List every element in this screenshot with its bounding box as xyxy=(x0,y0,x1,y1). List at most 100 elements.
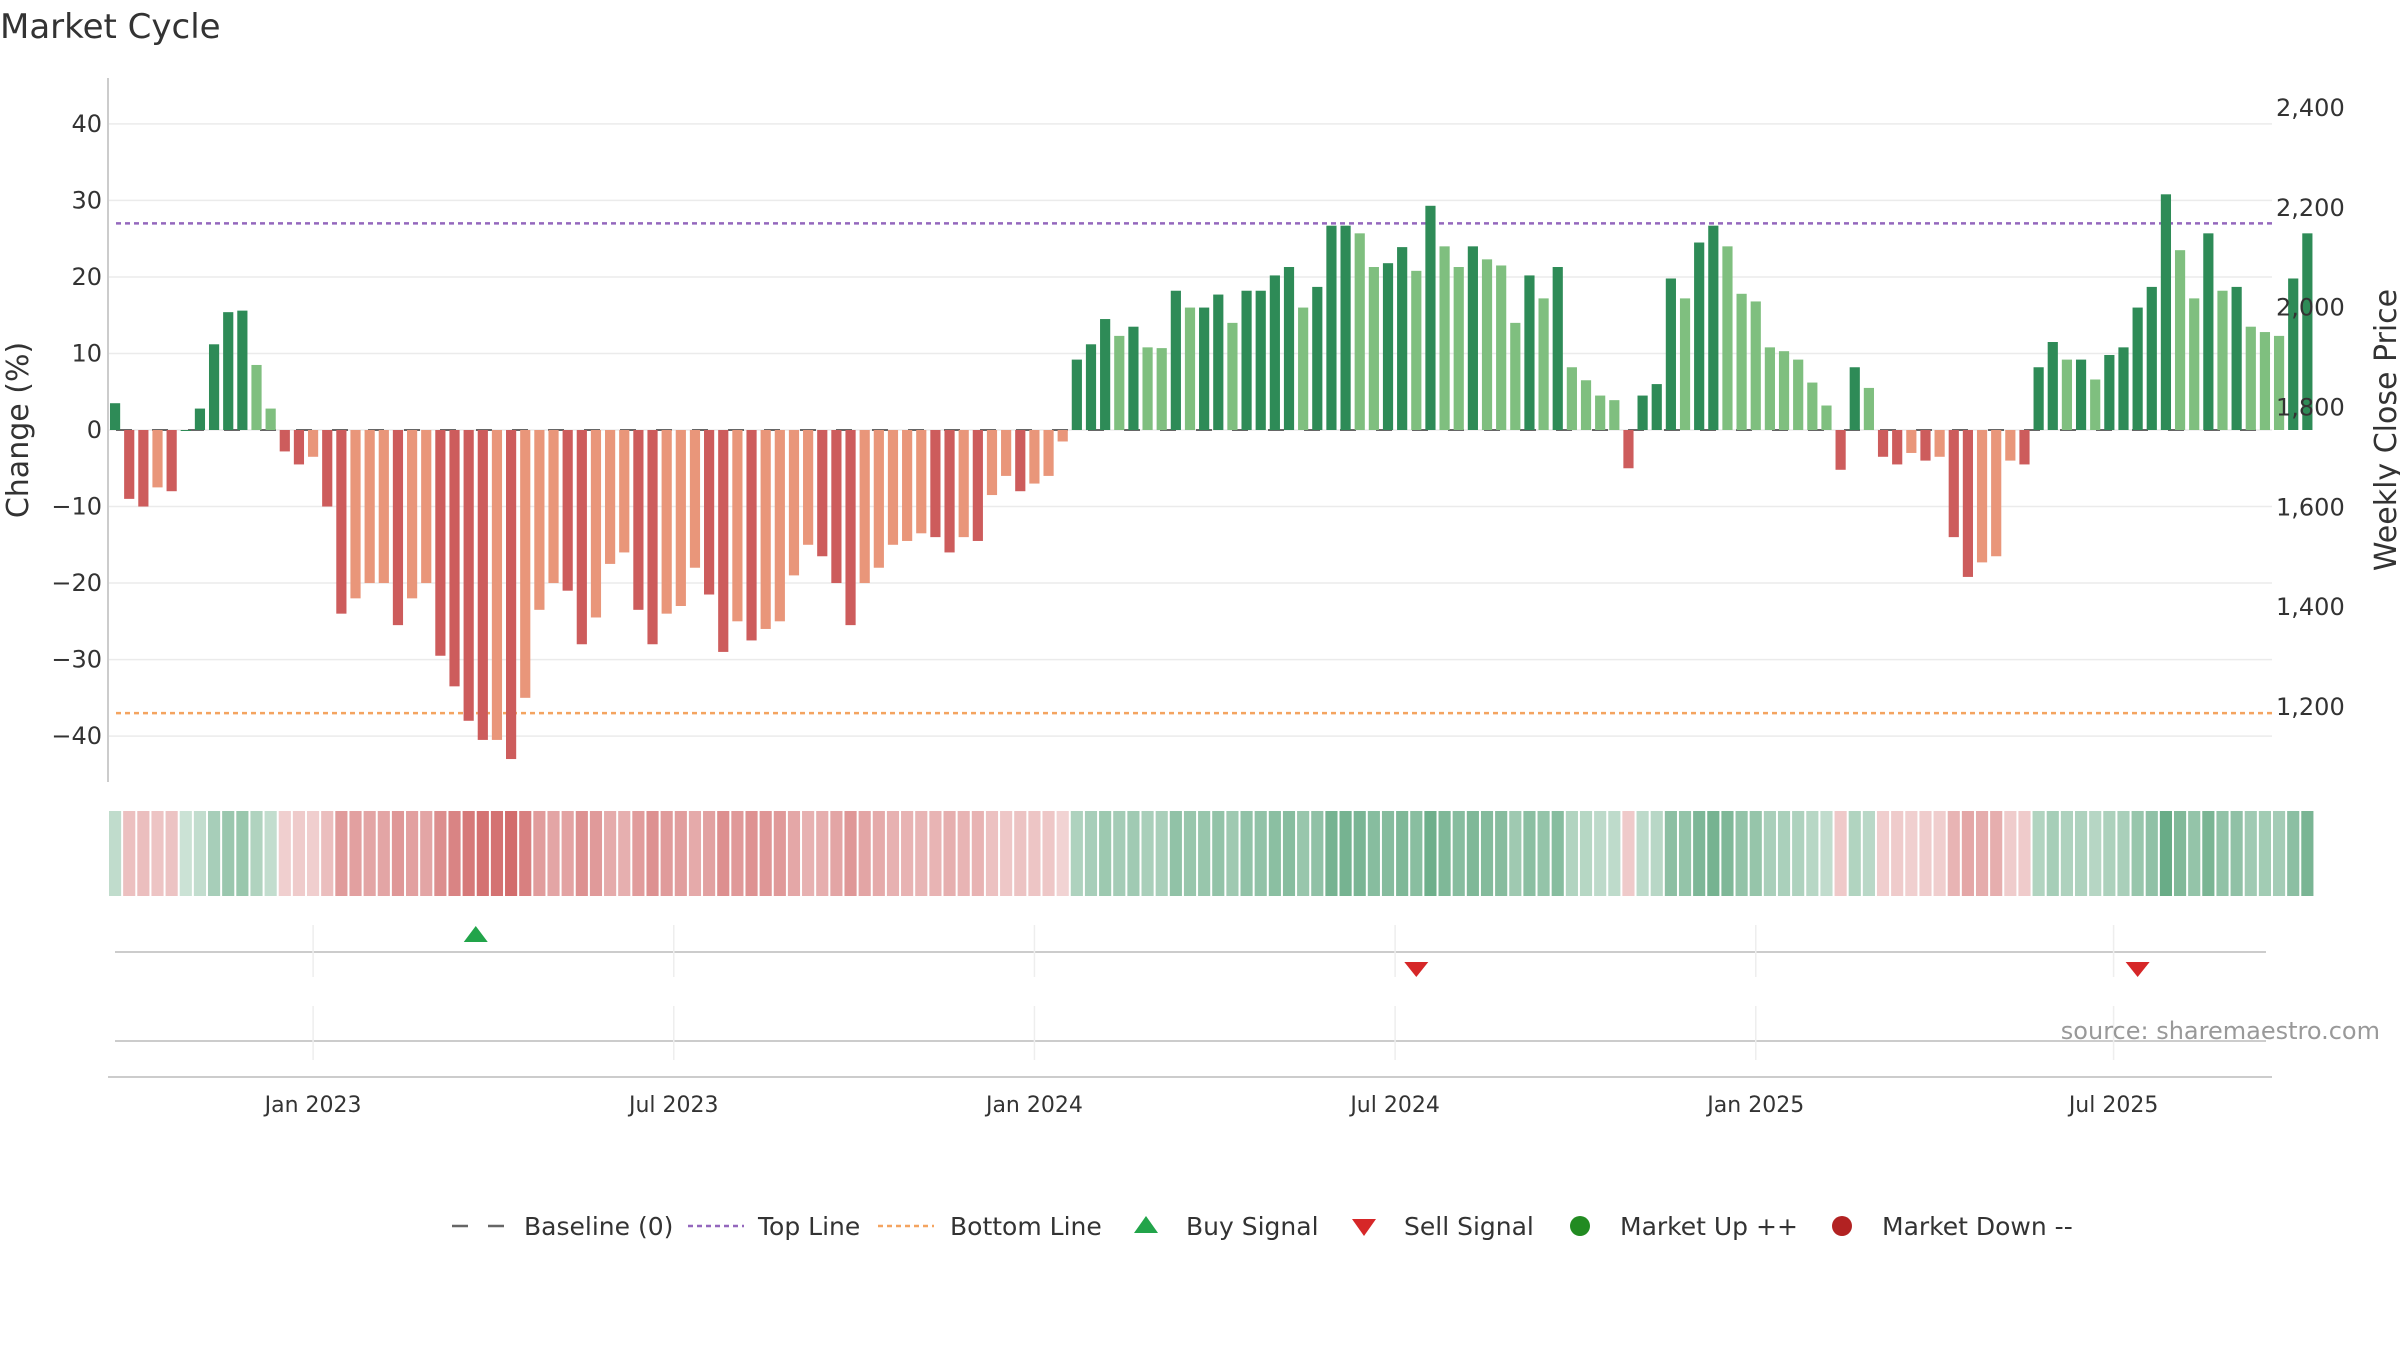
heat-cell xyxy=(1891,811,1904,896)
bar xyxy=(1566,367,1577,430)
bar xyxy=(2273,335,2285,430)
bar xyxy=(1312,286,1323,430)
heat-cell xyxy=(1056,811,1069,896)
heat-cell xyxy=(1933,811,1946,896)
legend-label: Baseline (0) xyxy=(524,1212,673,1241)
bar xyxy=(1920,430,1931,461)
heat-cell xyxy=(2032,811,2045,896)
heat-cell xyxy=(943,811,956,896)
heat-cell xyxy=(1141,811,1154,896)
heat-cell xyxy=(1282,811,1296,896)
bar xyxy=(2132,307,2143,430)
bar xyxy=(1368,267,1379,430)
heat-cell xyxy=(618,811,631,896)
bar xyxy=(1326,225,1337,430)
bar xyxy=(675,430,686,606)
bar xyxy=(166,430,177,492)
heat-cell xyxy=(1466,811,1479,896)
heat-cell xyxy=(1325,811,1338,896)
sell-signal-marker xyxy=(1404,962,1429,977)
heat-cell xyxy=(1000,811,1013,896)
bar xyxy=(2302,233,2313,430)
bar xyxy=(1199,307,1210,430)
y-tick-label: −40 xyxy=(51,722,102,750)
bar xyxy=(1156,348,1167,430)
heat-cell xyxy=(901,811,914,896)
bar xyxy=(1609,400,1620,430)
bar xyxy=(2104,355,2115,430)
heat-cell xyxy=(886,811,900,896)
heat-cell xyxy=(1183,811,1197,896)
bar xyxy=(1651,384,1662,430)
bar xyxy=(1623,430,1634,469)
y2-tick-label: 1,600 xyxy=(2276,493,2345,521)
heat-cell xyxy=(2074,811,2088,896)
bar xyxy=(1722,246,1733,430)
bar xyxy=(2019,430,2030,465)
heat-cell xyxy=(2145,811,2158,896)
bar xyxy=(477,430,488,740)
bar xyxy=(2090,379,2101,430)
heat-cell xyxy=(151,811,164,896)
heat-cell xyxy=(1763,811,1776,896)
heat-cell xyxy=(1749,811,1762,896)
bar xyxy=(2160,194,2172,430)
heat-cell xyxy=(1792,811,1805,896)
heat-cell xyxy=(1226,811,1239,896)
bar xyxy=(2217,290,2228,430)
bar xyxy=(1213,294,1224,430)
bar xyxy=(1736,293,1747,430)
bar xyxy=(1580,380,1592,430)
heat-cell xyxy=(1042,811,1055,896)
heat-cell xyxy=(561,811,574,896)
y-axis-ticks: 40 30 20 10 0 −10 −20 −30 −40 xyxy=(51,110,102,750)
y2-tick-label: 1,200 xyxy=(2276,693,2345,721)
bar xyxy=(307,430,319,457)
bar xyxy=(548,430,559,584)
bar xyxy=(1170,290,1181,430)
bar xyxy=(774,430,785,622)
y-tick-label: 40 xyxy=(71,110,102,138)
bar xyxy=(1962,430,1974,577)
heat-cell xyxy=(264,811,277,896)
bar xyxy=(265,408,276,430)
bar xyxy=(817,430,828,557)
bar xyxy=(1100,319,1111,430)
heat-cell xyxy=(1707,811,1720,896)
bar xyxy=(2118,347,2129,430)
bar xyxy=(1411,270,1422,430)
heat-cell xyxy=(1664,811,1677,896)
sell-signal-marker xyxy=(2125,962,2150,977)
bar xyxy=(138,430,149,507)
bar xyxy=(661,430,672,614)
bar xyxy=(1991,430,2002,557)
heat-cell xyxy=(787,811,801,896)
heat-cell xyxy=(674,811,687,896)
heat-cell xyxy=(137,811,150,896)
heat-cell xyxy=(1169,811,1182,896)
bar xyxy=(986,430,998,496)
y2-axis-ticks: 2,400 2,200 2,000 1,800 1,600 1,400 1,200 xyxy=(2276,94,2345,721)
bar xyxy=(1283,267,1295,430)
bar xyxy=(1397,247,1408,430)
bar xyxy=(491,430,503,740)
heat-cell xyxy=(589,811,603,896)
heat-cell xyxy=(759,811,772,896)
bar xyxy=(930,430,941,538)
heat-cell xyxy=(109,811,122,896)
heat-cell xyxy=(2244,811,2257,896)
heat-cell xyxy=(434,811,447,896)
heat-cell xyxy=(2202,811,2215,896)
bar xyxy=(2259,332,2271,430)
signal-panel xyxy=(108,925,2272,1078)
bar xyxy=(534,430,545,610)
bar xyxy=(2288,278,2299,430)
heat-cell xyxy=(1806,811,1819,896)
heat-cell xyxy=(1424,811,1437,896)
bar xyxy=(1340,225,1351,430)
heat-cell xyxy=(1014,811,1027,896)
heat-cell xyxy=(1523,811,1536,896)
heat-cell xyxy=(420,811,433,896)
y-tick-label: 0 xyxy=(87,416,102,444)
